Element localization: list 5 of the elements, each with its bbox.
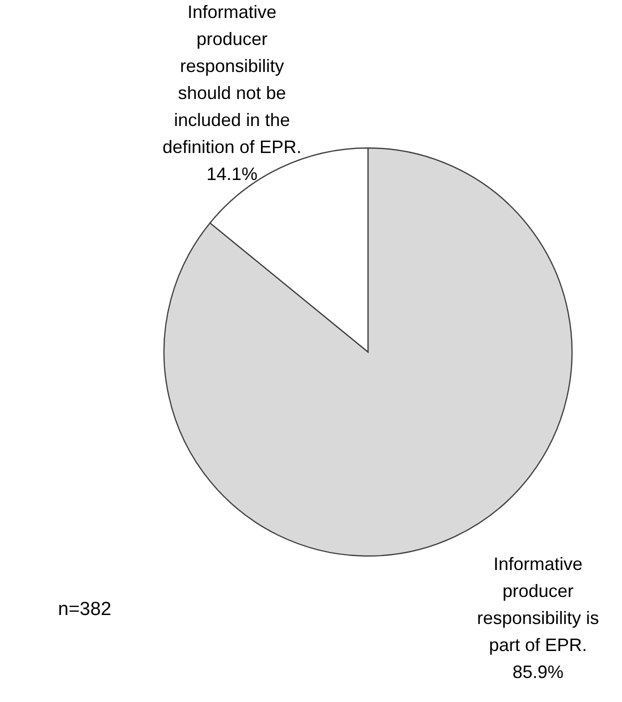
slice-label: Informative producer responsibility is part of EPR. (476, 554, 600, 655)
slice-label: Informative producer responsibility should not be included in the definition of EPR. (162, 2, 302, 157)
data-label: 14.1% (206, 164, 258, 184)
data-label: 85.9% (512, 662, 564, 682)
text: n=382 (58, 599, 112, 620)
